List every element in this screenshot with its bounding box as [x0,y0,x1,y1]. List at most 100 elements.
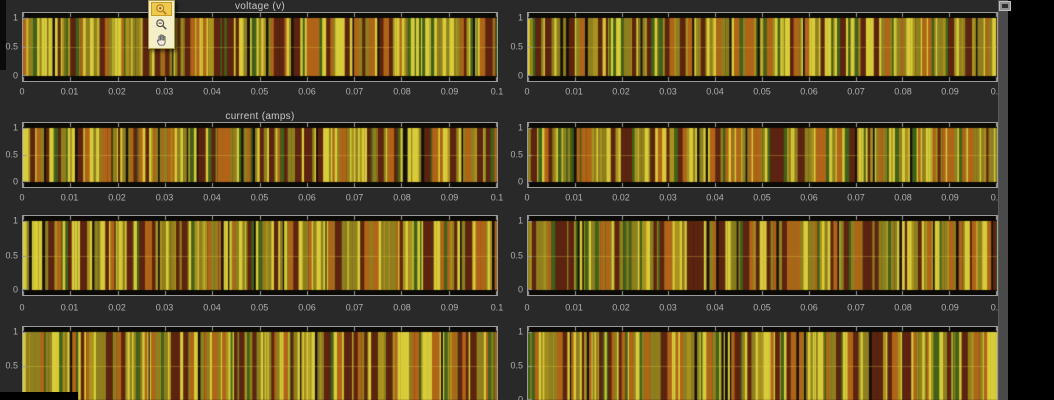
x-tick-label: 0.02 [612,192,630,203]
plot-area[interactable] [527,122,998,188]
plot-area[interactable] [527,215,998,296]
y-tick-label: 1 [12,12,18,23]
x-tick-label: 0.08 [393,302,411,313]
x-tick-label: 0.01 [565,86,583,97]
x-tick-label: 0.09 [941,302,959,313]
x-tick-label: 0.03 [659,86,677,97]
y-tick-label: 0.5 [5,250,18,260]
pan-icon[interactable] [151,33,172,47]
plot-title: voltage (v) [235,1,285,12]
x-tick-label: 0.01 [60,86,79,97]
popout-icon[interactable] [999,1,1011,11]
plot-area[interactable] [527,326,998,400]
x-tick-label: 0.06 [800,192,818,203]
x-tick-label: 0 [524,86,530,97]
y-tick-label: 0 [517,176,523,187]
x-tick-label: 0.09 [941,192,959,203]
x-tick-label: 0.03 [155,192,174,203]
x-tick-label: 0.05 [250,192,269,203]
x-tick-label: 0.01 [565,192,583,203]
x-tick-label: 0.1 [990,86,998,97]
x-tick-label: 0.08 [393,192,411,203]
x-tick-label: 0.08 [894,192,912,203]
x-tick-label: 0.05 [753,192,771,203]
x-tick-label: 0.06 [800,86,818,97]
waveform-canvas [23,13,497,81]
x-tick-label: 0.08 [393,86,411,97]
y-tick-label: 0 [12,284,18,295]
y-tick-label: 0.5 [510,149,523,160]
plot-title: current (amps) [225,111,295,122]
x-tick-label: 0.07 [345,192,364,203]
x-tick-label: 0.06 [800,302,818,313]
waveform-canvas [528,216,997,295]
x-tick-label: 0.02 [108,302,126,313]
y-tick-label: 0 [517,70,523,81]
x-tick-label: 0.06 [298,192,316,203]
x-tick-label: 0.06 [298,302,316,313]
y-tick-label: 0 [12,176,18,187]
x-tick-label: 0.05 [250,86,269,97]
x-tick-label: 0.09 [941,86,959,97]
x-tick-label: 0.02 [612,302,630,313]
popout-icon-inner [1002,4,1008,8]
x-tick-label: 0.09 [440,302,459,313]
x-tick-label: 0.05 [753,86,771,97]
x-tick-label: 0.02 [108,86,126,97]
waveform-canvas [23,216,497,295]
x-tick-label: 0.04 [706,192,724,203]
x-tick-label: 0.09 [440,86,459,97]
x-tick-label: 0.09 [440,192,459,203]
y-tick-label: 0.5 [510,360,523,371]
x-tick-label: 0.07 [847,302,865,313]
x-tick-label: 0.01 [60,302,79,313]
waveform-canvas [528,327,997,400]
x-tick-label: 0.05 [250,302,269,313]
x-tick-label: 0 [19,302,25,313]
zoom-in-icon[interactable] [151,2,172,16]
y-tick-label: 1 [517,326,523,337]
x-tick-label: 0.02 [612,86,630,97]
x-tick-label: 0 [19,86,25,97]
x-tick-label: 0.01 [60,192,79,203]
y-tick-label: 0.5 [5,360,18,371]
x-tick-label: 0.1 [490,86,504,97]
y-tick-label: 1 [12,215,18,226]
x-tick-label: 0.04 [706,86,724,97]
plot-area[interactable] [22,12,498,82]
plot-area[interactable] [527,12,998,82]
y-tick-label: 0 [517,394,523,400]
y-tick-label: 0 [12,70,18,81]
x-tick-label: 0.07 [345,302,364,313]
x-tick-label: 0.1 [990,192,998,203]
x-tick-label: 0.08 [894,86,912,97]
x-tick-label: 0.04 [203,86,221,97]
y-tick-label: 1 [517,12,523,23]
y-tick-label: 0 [517,284,523,295]
y-tick-label: 1 [517,215,523,226]
x-tick-label: 0 [19,192,25,203]
x-tick-label: 0.1 [490,192,504,203]
x-tick-label: 0.1 [990,302,998,313]
window-edge-strip [998,0,1008,400]
plot-area[interactable] [22,122,498,188]
x-tick-label: 0.04 [203,302,221,313]
x-tick-label: 0.08 [894,302,912,313]
x-tick-label: 0.02 [108,192,126,203]
x-tick-label: 0.07 [847,192,865,203]
x-tick-label: 0.07 [345,86,364,97]
y-tick-label: 1 [12,122,18,133]
y-tick-label: 0.5 [5,149,18,160]
waveform-canvas [23,327,497,400]
frame-shade-bottom [0,392,78,400]
plot-area[interactable] [22,215,498,296]
x-tick-label: 0.06 [298,86,316,97]
waveform-canvas [23,123,497,187]
scope-canvas: voltage (v) 1 0.5 0 0 0.01 0.02 0.03 0.04 0.05 0.… [0,0,998,400]
plot-area[interactable] [22,326,498,400]
y-tick-label: 1 [517,122,523,133]
zoom-out-icon[interactable] [151,18,172,32]
tool-palette [148,0,175,49]
y-tick-label: 0.5 [510,250,523,260]
